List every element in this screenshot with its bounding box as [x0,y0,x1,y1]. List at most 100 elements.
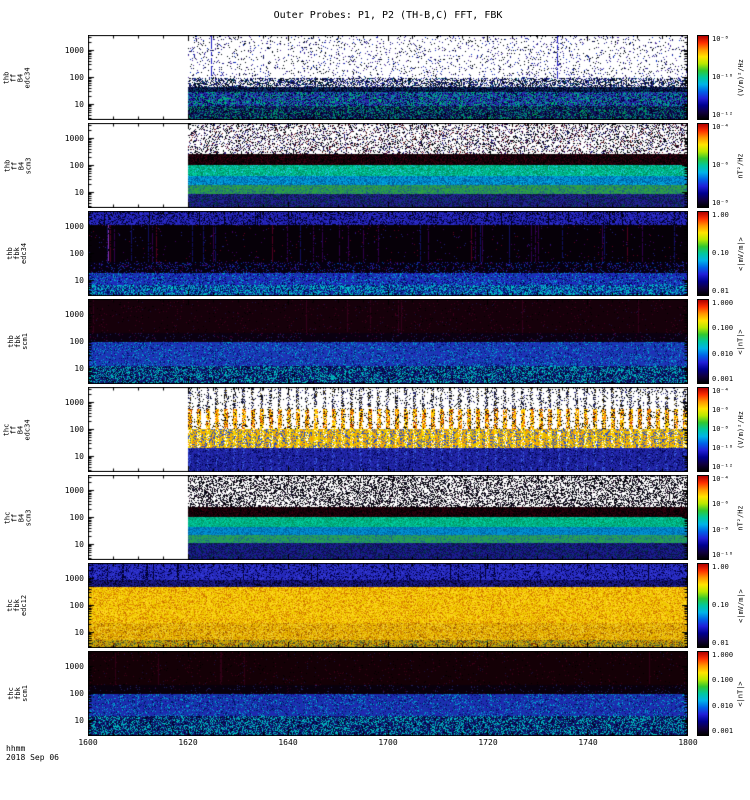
y-tick-label: 1000 [64,221,84,231]
panel-thb-ff-b4-scm3: thb ff B4 scm3 1000 100 10 10⁻⁴ 10⁻⁶ 10⁻⁸ nT²/H… [0,123,750,208]
spectrogram-canvas-thb-ff-b4-edc34 [88,35,688,120]
colorbar-unit: <|mV/m|> [733,563,749,648]
colorbar-tick-label: 10⁻⁸ [712,525,729,534]
y-tick-label: 100 [69,249,84,258]
colorbar-tick-label: 10⁻⁸ [712,199,729,207]
x-tick-label: 1700 [378,738,398,747]
panel-ylabel: thc ff B4 edc34 [0,387,36,472]
panel-ylabel: thb ff B4 edc34 [0,35,36,120]
panel-ylabel: thb fbk scm1 [0,299,36,384]
colorbar-unit: <|nT|> [733,651,749,736]
panel-ylabel-text: thb fbk edc34 [6,242,29,265]
colorbar-tick-label: 0.01 [712,287,729,295]
y-tick-label: 100 [69,601,84,610]
colorbar-unit-text: <|nT|> [737,328,746,355]
colorbar-tick-label: 10⁻⁴ [712,123,729,131]
colorbar-unit-text: <|nT|> [737,680,746,707]
colorbar-thc-fbk-edc12 [697,563,709,648]
y-tick-label: 1000 [64,573,84,583]
date-label: 2018 Sep 06 [6,753,59,762]
panel-ylabel-text: thc ff B4 edc34 [2,418,32,441]
panel-thb-fbk-edc34: thb fbk edc34 1000 100 10 1.00 0.10 0.01 <|mV/m… [0,211,750,296]
colorbar-tick-label: 10⁻¹⁰ [712,73,734,81]
panel-ylabel: thb fbk edc34 [0,211,36,296]
colorbar-tick-label: 10⁻⁶ [712,406,729,414]
colorbar-tick-label: 0.10 [712,249,729,257]
panel-ylabel-text: thc fbk edc12 [6,594,29,617]
colorbar-tick-label: 1.000 [712,651,734,659]
panel-thc-ff-b4-edc34: thc ff B4 edc34 1000 100 10 10⁻⁴ 10⁻⁶ 10⁻⁸ 10⁻¹… [0,387,750,472]
colorbar-unit: nT²/Hz [733,123,749,208]
colorbar-unit-text: nT²/Hz [737,152,746,179]
y-tick-label: 10 [74,276,84,286]
y-tick-label: 10 [74,628,84,638]
colorbar-thb-ff-b4-edc34 [697,35,709,120]
colorbar-thb-fbk-edc34 [697,211,709,296]
colorbar-tick-label: 0.10 [712,601,729,609]
spectrogram-canvas-thb-fbk-edc34 [88,211,688,296]
colorbar-tick-label: 0.001 [712,727,734,735]
colorbar-unit-text: <|mV/m|> [737,236,745,271]
colorbar-tick-label: 10⁻⁴ [712,475,729,483]
panel-ylabel: thc fbk scm1 [0,651,36,736]
colorbar-tick-label: 0.100 [712,676,734,685]
x-axis: 1600 1620 1640 1700 1720 1740 1800 [78,738,697,750]
colorbar-tick-label: 0.010 [712,349,734,358]
panel-thc-fbk-edc12: thc fbk edc12 1000 100 10 1.00 0.10 0.01 <|mV/m… [0,563,750,648]
spectrogram-canvas-thc-fbk-scm1 [88,651,688,736]
colorbar-thc-fbk-scm1 [697,651,709,736]
colorbar-tick-label: 0.100 [712,324,734,333]
panel-ylabel: thc ff B4 scm3 [0,475,36,560]
panel-ylabel-text: thb fbk scm1 [6,333,29,350]
colorbar-tick-label: 10⁻⁶ [712,161,729,169]
y-tick-label: 1000 [64,133,84,143]
y-tick-label: 10 [74,540,84,550]
colorbar-tick-label: 10⁻¹⁰ [712,444,734,452]
colorbar-tick-label: 1.000 [712,299,734,307]
y-tick-label: 10 [74,364,84,374]
y-tick-label: 1000 [64,485,84,495]
panel-thc-ff-b4-scm3: thc ff B4 scm3 1000 100 10 10⁻⁴ 10⁻⁶ 10⁻⁸ 10⁻¹⁰… [0,475,750,560]
colorbar-unit-text: (V/m)²/Hz [737,410,745,449]
y-tick-label: 10 [74,188,84,198]
colorbar-unit-text: <|mV/m|> [737,588,745,623]
panel-ylabel-text: thc ff B4 scm3 [2,509,32,526]
y-tick-label: 1000 [64,661,84,671]
y-tick-label: 1000 [64,309,84,319]
y-tick-label: 100 [69,73,84,82]
colorbar-thc-ff-b4-scm3 [697,475,709,560]
x-tick-label: 1640 [278,738,298,747]
colorbar-tick-label: 1.00 [712,563,729,571]
x-tick-label: 1800 [678,738,698,747]
y-tick-label: 1000 [64,397,84,407]
colorbar-unit: (V/m)²/Hz [733,387,749,472]
colorbar-tick-label: 10⁻¹² [712,463,734,471]
colorbar-unit: nT²/Hz [733,475,749,560]
colorbar-unit: <|mV/m|> [733,211,749,296]
colorbar-thc-ff-b4-edc34 [697,387,709,472]
colorbar-tick-label: 10⁻¹⁰ [712,551,734,559]
colorbar-thb-ff-b4-scm3 [697,123,709,208]
x-tick-label: 1620 [178,738,198,747]
y-tick-label: 1000 [64,45,84,55]
colorbar-unit-text: nT²/Hz [737,504,746,531]
colorbar-unit: <|nT|> [733,299,749,384]
spectrogram-canvas-thc-fbk-edc12 [88,563,688,648]
time-format-label: hhmm [6,744,26,753]
y-tick-label: 10 [74,452,84,462]
panel-ylabel-text: thb ff B4 edc34 [2,66,32,89]
colorbar-tick-label: 10⁻¹² [712,111,734,119]
colorbar-unit-text: (V/m)²/Hz [737,58,745,97]
y-tick-label: 10 [74,100,84,110]
panel-ylabel-text: thc fbk scm1 [6,685,29,702]
x-tick-label: 1720 [478,738,498,747]
colorbar-tick-label: 0.01 [712,639,729,647]
x-tick-label: 1740 [578,738,598,747]
plot-title: Outer Probes: P1, P2 (TH-B,C) FFT, FBK [273,10,503,21]
y-tick-label: 100 [69,425,84,434]
axis-caption: hhmm 2018 Sep 06 [6,744,59,762]
colorbar-tick-label: 0.010 [712,701,734,710]
colorbar-tick-label: 10⁻⁸ [712,35,729,43]
colorbar-tick-label: 1.00 [712,211,729,219]
